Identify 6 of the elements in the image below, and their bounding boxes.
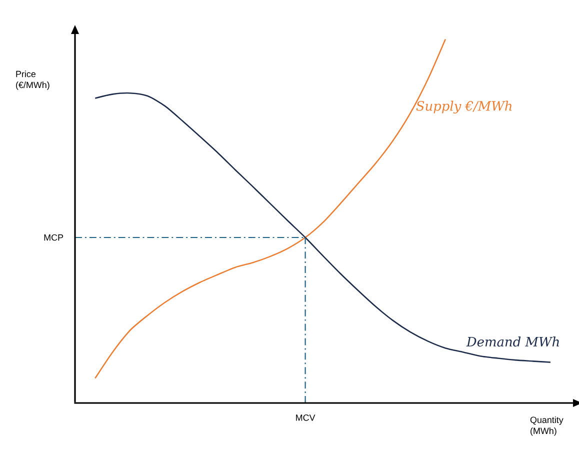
series-label: Demand MWh (466, 336, 559, 347)
y-axis-title: Price (€/MWh) (16, 70, 50, 90)
series-label: Supply €/MWh (416, 100, 512, 114)
text: MCV (296, 414, 316, 421)
ref-line-label: MCP (44, 234, 64, 241)
x-axis-title: Quantity (MWh) (530, 416, 564, 436)
